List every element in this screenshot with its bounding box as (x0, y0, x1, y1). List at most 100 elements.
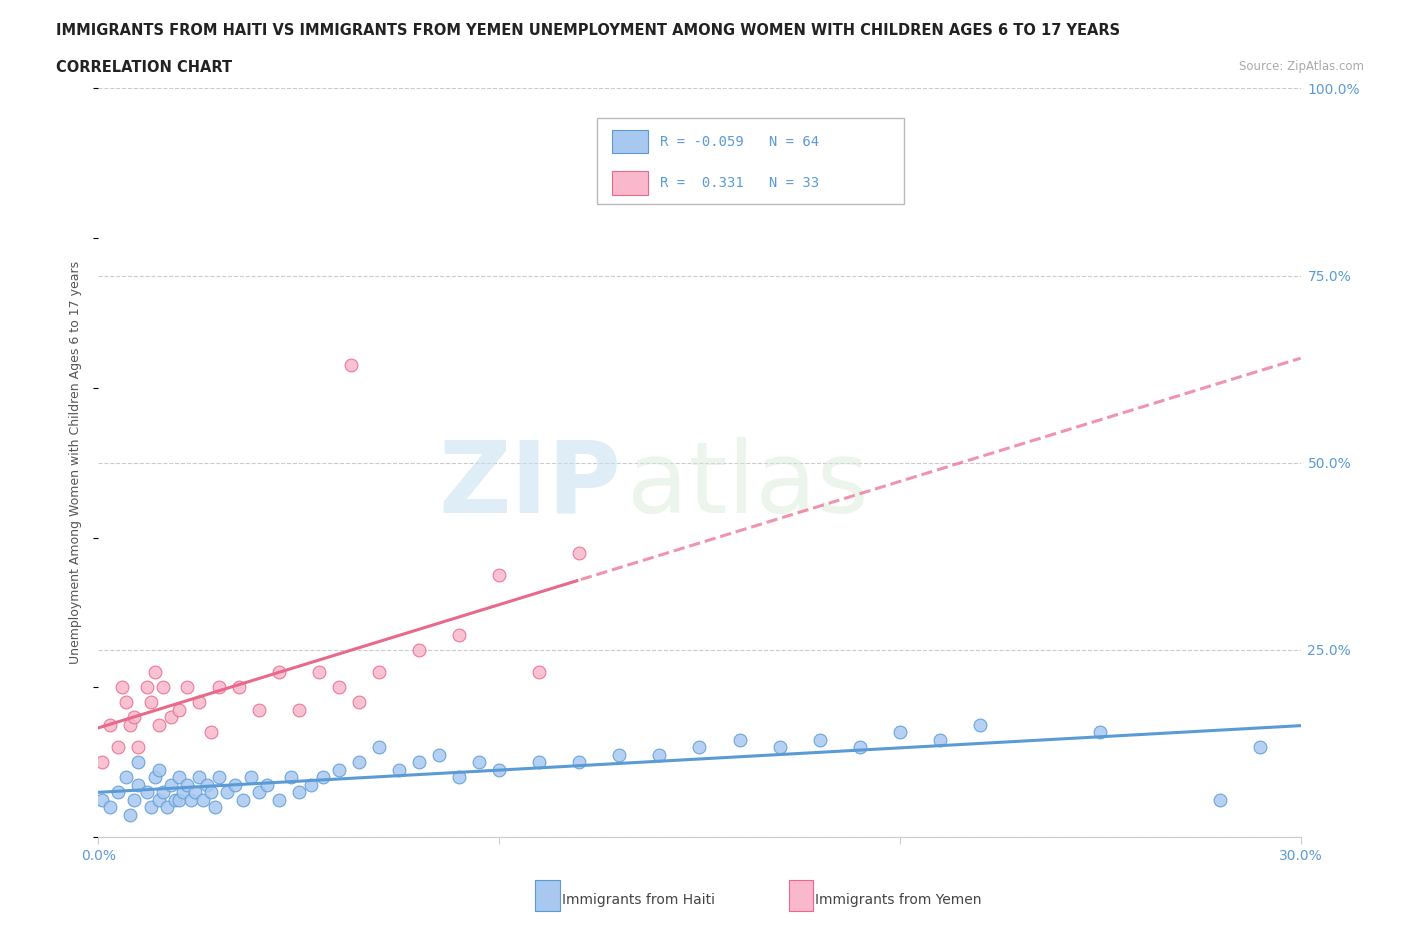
Point (215, 785, 238, 800)
Point (529, 665, 551, 680)
Point (176, 680, 198, 695)
Point (247, 702, 270, 717)
Point (159, 710, 181, 724)
Point (256, 777, 278, 792)
Point (488, 763, 510, 777)
Point (195, 777, 218, 792)
Point (152, 785, 174, 800)
Point (529, 755, 551, 770)
Point (224, 777, 246, 792)
Point (368, 739, 391, 754)
Point (115, 770, 138, 785)
Point (347, 695, 370, 710)
Point (135, 680, 157, 695)
Point (447, 628, 470, 643)
Point (1088, 724, 1111, 739)
Point (200, 785, 222, 800)
Point (167, 792, 190, 807)
Point (143, 665, 166, 680)
Point (124, 710, 146, 724)
Point (648, 747, 671, 762)
Point (247, 785, 270, 800)
Point (568, 755, 591, 770)
Text: Immigrants from Yemen: Immigrants from Yemen (815, 893, 981, 908)
Bar (612, 171, 648, 195)
Point (849, 739, 872, 754)
Point (447, 770, 470, 785)
Point (388, 763, 411, 777)
Point (312, 770, 335, 785)
Point (111, 680, 134, 695)
Point (107, 739, 129, 754)
Point (808, 732, 831, 747)
Point (148, 717, 170, 732)
Text: CORRELATION CHART: CORRELATION CHART (56, 60, 232, 75)
Point (280, 770, 302, 785)
Point (155, 800, 177, 815)
Point (468, 755, 491, 770)
Point (769, 739, 792, 754)
Point (239, 770, 262, 785)
Point (120, 807, 142, 822)
Point (288, 702, 311, 717)
Point (148, 792, 170, 807)
Point (187, 695, 209, 710)
Text: ZIP: ZIP (439, 436, 621, 534)
Point (609, 747, 631, 762)
Point (187, 770, 209, 785)
Point (159, 777, 181, 792)
Point (172, 785, 194, 800)
Bar (612, 129, 648, 153)
Point (288, 785, 311, 800)
Point (889, 724, 911, 739)
Text: R = -0.059   N = 64: R = -0.059 N = 64 (659, 135, 818, 149)
Point (328, 680, 350, 695)
Point (120, 717, 142, 732)
Point (176, 777, 198, 792)
Point (408, 643, 430, 658)
Point (200, 724, 222, 739)
Point (728, 732, 751, 747)
Point (167, 770, 190, 785)
Point (408, 755, 430, 770)
Text: Immigrants from Haiti: Immigrants from Haiti (562, 893, 716, 908)
Point (128, 739, 150, 754)
Point (115, 695, 138, 710)
Point (689, 739, 711, 754)
Point (167, 702, 190, 717)
Point (191, 792, 214, 807)
Point (427, 747, 450, 762)
Point (969, 717, 991, 732)
Point (163, 792, 186, 807)
Point (100, 717, 122, 732)
Point (929, 732, 952, 747)
Point (91, 755, 114, 770)
Point (135, 785, 157, 800)
Point (267, 792, 290, 807)
Point (308, 665, 330, 680)
Point (183, 785, 205, 800)
Point (1250, 739, 1272, 754)
Point (100, 800, 122, 815)
Point (488, 567, 510, 582)
Point (128, 755, 150, 770)
Text: IMMIGRANTS FROM HAITI VS IMMIGRANTS FROM YEMEN UNEMPLOYMENT AMONG WOMEN WITH CHI: IMMIGRANTS FROM HAITI VS IMMIGRANTS FROM… (56, 23, 1121, 38)
Point (91, 792, 114, 807)
Point (1209, 792, 1232, 807)
Point (180, 792, 202, 807)
Point (148, 763, 170, 777)
Text: R =  0.331   N = 33: R = 0.331 N = 33 (659, 177, 818, 191)
Point (368, 665, 391, 680)
Point (328, 763, 350, 777)
Point (568, 545, 591, 560)
Point (107, 785, 129, 800)
Point (208, 680, 231, 695)
Point (143, 770, 166, 785)
Text: Source: ZipAtlas.com: Source: ZipAtlas.com (1239, 60, 1364, 73)
Bar (598, 118, 904, 205)
Point (152, 680, 174, 695)
Point (208, 770, 231, 785)
Point (232, 792, 254, 807)
Point (299, 777, 322, 792)
Point (139, 695, 162, 710)
